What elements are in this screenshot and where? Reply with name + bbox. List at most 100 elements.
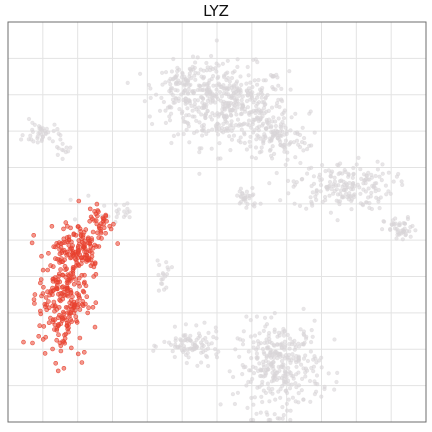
background-cell-point (266, 417, 271, 423)
background-cell-point (35, 134, 40, 139)
background-cell-point (151, 348, 156, 353)
background-cell-point (229, 75, 235, 81)
background-cell-point (284, 388, 289, 393)
background-cell-point (399, 179, 404, 184)
expressing-cell-point (73, 314, 79, 320)
background-cell-point (319, 394, 324, 399)
expressing-cell-point (89, 236, 94, 241)
background-cell-point (35, 140, 40, 145)
background-cell-point (198, 87, 203, 92)
background-cell-point (309, 201, 315, 206)
expressing-cell-point (104, 218, 109, 224)
background-cell-point (400, 182, 405, 187)
expressing-cell-point (43, 334, 49, 340)
background-cell-point (257, 150, 262, 155)
background-cell-point (169, 140, 174, 146)
background-cell-point (187, 71, 192, 76)
background-cell-point (64, 145, 69, 150)
background-cell-point (254, 314, 259, 319)
background-cell-point (285, 178, 291, 183)
background-cell-points (19, 38, 418, 423)
background-cell-point (264, 410, 269, 415)
expressing-cell-point (62, 263, 68, 269)
expressing-cell-point (50, 292, 55, 297)
expressing-cell-point (46, 251, 51, 256)
background-cell-point (225, 104, 230, 109)
background-cell-point (189, 75, 194, 81)
background-cell-point (284, 401, 290, 406)
background-cell-point (205, 108, 210, 113)
background-cell-point (400, 237, 405, 242)
background-cell-point (263, 102, 268, 107)
expressing-cell-point (115, 241, 120, 246)
background-cell-point (185, 90, 190, 95)
background-cell-point (232, 401, 237, 407)
expressing-cell-point (91, 264, 97, 270)
expressing-cell-point (32, 301, 37, 306)
background-cell-point (172, 324, 177, 329)
background-cell-point (312, 130, 317, 135)
background-cell-point (213, 100, 218, 105)
expressing-cell-point (83, 283, 89, 289)
background-cell-point (301, 148, 306, 153)
background-cell-point (322, 386, 327, 392)
background-cell-point (240, 94, 245, 99)
background-cell-point (335, 192, 341, 197)
background-cell-point (269, 124, 274, 129)
background-cell-point (318, 189, 323, 194)
background-cell-point (294, 385, 299, 390)
expressing-cell-point (82, 349, 87, 355)
background-cell-point (311, 369, 316, 374)
expressing-cell-point (71, 281, 77, 287)
background-cell-point (357, 185, 362, 190)
background-cell-point (285, 332, 290, 338)
background-cell-point (252, 395, 257, 400)
background-cell-point (152, 343, 157, 348)
background-cell-point (238, 135, 243, 140)
background-cell-point (275, 100, 280, 106)
background-cell-point (259, 95, 264, 100)
background-cell-point (187, 100, 192, 106)
background-cell-point (283, 162, 288, 167)
background-cell-point (386, 189, 391, 194)
background-cell-point (396, 171, 401, 177)
background-cell-point (183, 333, 188, 338)
background-cell-point (334, 198, 339, 203)
background-cell-point (275, 135, 280, 141)
background-cell-point (186, 112, 191, 118)
background-cell-point (58, 137, 63, 142)
expressing-cell-point (90, 229, 96, 235)
background-cell-point (200, 105, 205, 110)
background-cell-point (55, 127, 60, 132)
background-cell-point (380, 171, 385, 176)
background-cell-point (383, 183, 389, 188)
expressing-cell-point (62, 240, 67, 245)
background-cell-point (289, 115, 294, 120)
expressing-cell-points (21, 198, 120, 374)
background-cell-point (283, 371, 288, 376)
background-cell-point (175, 88, 180, 93)
expressing-cell-point (53, 256, 58, 261)
background-cell-point (247, 139, 252, 144)
background-cell-point (254, 347, 259, 352)
background-cell-point (286, 191, 291, 196)
background-cell-point (235, 390, 240, 395)
background-cell-point (361, 187, 366, 192)
background-cell-point (228, 148, 233, 153)
background-cell-point (263, 358, 269, 364)
expressing-cell-point (84, 294, 90, 300)
background-cell-point (272, 311, 277, 316)
background-cell-point (223, 71, 228, 76)
background-cell-point (312, 318, 317, 323)
background-cell-point (267, 399, 272, 404)
background-cell-point (349, 187, 354, 192)
expressing-cell-point (41, 324, 47, 329)
grid-lines (8, 22, 426, 422)
background-cell-point (336, 171, 341, 177)
expressing-cell-point (68, 287, 73, 293)
background-cell-point (168, 342, 174, 347)
background-cell-point (372, 181, 377, 186)
background-cell-point (208, 114, 213, 119)
background-cell-point (271, 115, 276, 120)
background-cell-point (192, 104, 197, 109)
